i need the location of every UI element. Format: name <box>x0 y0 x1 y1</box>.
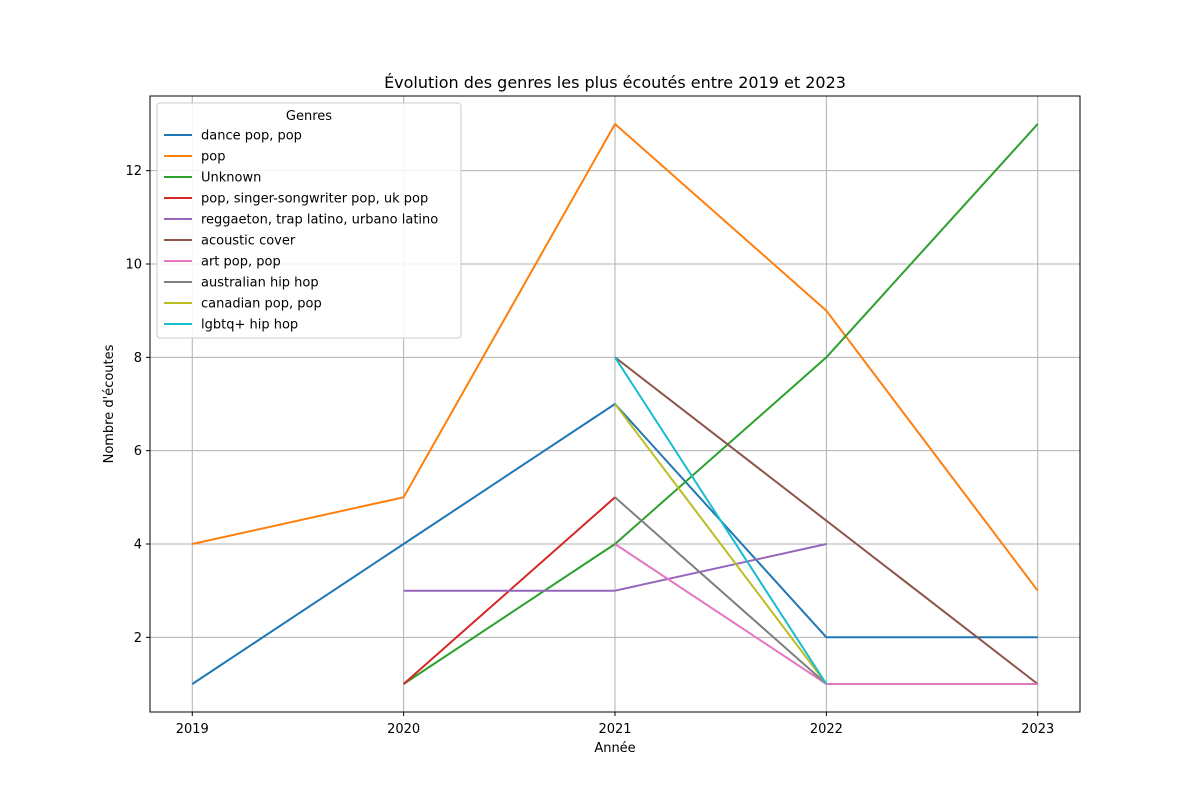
y-tick-label: 4 <box>134 538 142 553</box>
series-line-2 <box>403 123 1039 685</box>
legend-label: dance pop, pop <box>201 129 302 144</box>
y-tick-label: 6 <box>134 444 142 459</box>
legend-label: canadian pop, pop <box>201 297 322 312</box>
legend-entry: acoustic cover <box>164 234 296 249</box>
legend-box <box>156 102 462 339</box>
legend-label: Unknown <box>201 171 261 186</box>
legend-entry: dance pop, pop <box>164 129 302 144</box>
legend-label: pop, singer-songwriter pop, uk pop <box>201 192 428 207</box>
series-lines <box>191 123 1039 685</box>
legend: Genres dance pop, pop pop Unknown pop, sing… <box>156 102 462 339</box>
legend-label: reggaeton, trap latino, urbano latino <box>201 213 438 228</box>
y-axis-label: Nombre d'écoutes <box>102 344 117 463</box>
x-axis-label: Année <box>594 741 635 756</box>
x-tick-label: 2022 <box>810 722 843 737</box>
legend-label: art pop, pop <box>201 255 281 270</box>
y-tick-label: 8 <box>134 351 142 366</box>
series-line-5 <box>614 356 1039 685</box>
y-tick-label: 12 <box>125 164 142 179</box>
series-line-8 <box>614 403 828 685</box>
legend-title: Genres <box>286 109 332 124</box>
y-axis: 2 4 6 8 10 12 <box>125 164 150 646</box>
y-tick-label: 10 <box>125 258 142 273</box>
x-tick-label: 2020 <box>387 722 420 737</box>
legend-entry: art pop, pop <box>164 255 281 270</box>
series-line-4 <box>403 543 827 592</box>
series-line-7 <box>614 496 828 685</box>
legend-entry: reggaeton, trap latino, urbano latino <box>164 213 438 228</box>
legend-entry: pop, singer-songwriter pop, uk pop <box>164 192 428 207</box>
y-tick-label: 2 <box>134 631 142 646</box>
legend-entry: pop <box>164 150 225 165</box>
legend-entry: canadian pop, pop <box>164 297 322 312</box>
legend-entry: australian hip hop <box>164 276 319 291</box>
series-line-9 <box>614 356 828 685</box>
series-line-1 <box>192 123 1039 592</box>
x-axis: 2019 2020 2021 2022 2023 <box>176 712 1054 737</box>
x-tick-label: 2019 <box>176 722 209 737</box>
legend-entry: lgbtq+ hip hop <box>164 318 298 333</box>
legend-label: lgbtq+ hip hop <box>201 318 298 333</box>
x-tick-label: 2021 <box>598 722 631 737</box>
legend-label: pop <box>201 150 225 165</box>
legend-label: acoustic cover <box>201 234 296 249</box>
legend-label: australian hip hop <box>201 276 319 291</box>
legend-entry: Unknown <box>164 171 261 186</box>
x-tick-label: 2023 <box>1021 722 1054 737</box>
chart-title: Évolution des genres les plus écoutés en… <box>384 73 846 92</box>
